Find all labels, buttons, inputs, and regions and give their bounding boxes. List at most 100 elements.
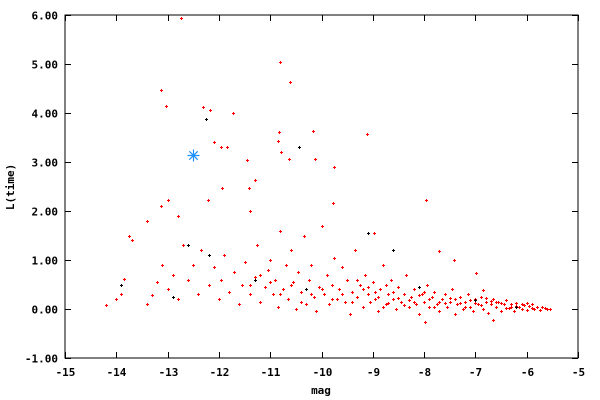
scatter-point-series-0 [382, 264, 385, 267]
scatter-point-series-0 [438, 310, 441, 313]
scatter-point-series-0 [285, 264, 288, 267]
scatter-point-series-0 [467, 293, 470, 296]
scatter-point-series-0 [318, 286, 321, 289]
scatter-point-series-0 [333, 257, 336, 260]
scatter-point-series-0 [197, 293, 200, 296]
scatter-point-series-0 [223, 254, 226, 257]
scatter-point-series-0 [433, 306, 436, 309]
scatter-point-series-0 [475, 272, 478, 275]
scatter-point-series-0 [315, 310, 318, 313]
scatter-point-series-0 [167, 199, 170, 202]
scatter-point-series-0 [397, 286, 400, 289]
scatter-point-series-0 [282, 288, 285, 291]
ticks [65, 15, 579, 359]
y-tick-label: 4.00 [32, 108, 59, 121]
scatter-point-series-0 [287, 298, 290, 301]
data-points [105, 17, 552, 324]
scatter-point-series-0 [280, 151, 283, 154]
x-tick-label: -9 [367, 366, 380, 379]
scatter-point-series-0 [180, 17, 183, 20]
scatter-point-series-0 [449, 301, 452, 304]
scatter-point-series-0 [292, 281, 295, 284]
scatter-point-series-0 [359, 284, 362, 287]
scatter-point-series-1 [474, 299, 477, 302]
scatter-point-series-0 [277, 306, 280, 309]
scatter-point-series-0 [269, 281, 272, 284]
scatter-point-series-0 [490, 303, 493, 306]
scatter-point-series-0 [431, 296, 434, 299]
scatter-point-series-1 [418, 286, 421, 289]
scatter-point-series-0 [500, 310, 503, 313]
scatter-point-series-0 [297, 271, 300, 274]
scatter-point-series-0 [454, 313, 457, 316]
scatter-point-series-0 [295, 308, 298, 311]
scatter-point-series-0 [278, 131, 281, 134]
scatter-point-series-0 [120, 293, 123, 296]
scatter-point-series-0 [351, 291, 354, 294]
scatter-point-series-0 [356, 296, 359, 299]
scatter-point-series-0 [428, 298, 431, 301]
scatter-point-series-0 [408, 306, 411, 309]
scatter-point-series-0 [372, 281, 375, 284]
scatter-point-series-0 [382, 306, 385, 309]
scatter-point-series-0 [523, 304, 526, 307]
scatter-point-series-0 [254, 276, 257, 279]
scatter-point-series-0 [495, 301, 498, 304]
x-tick-label: -5 [572, 366, 585, 379]
scatter-point-series-0 [379, 288, 382, 291]
scatter-point-series-0 [267, 269, 270, 272]
scatter-point-series-0 [492, 298, 495, 301]
scatter-point-series-0 [480, 304, 483, 307]
scatter-point-series-0 [480, 296, 483, 299]
scatter-point-series-0 [367, 293, 370, 296]
star-point [187, 149, 200, 162]
scatter-point-series-0 [413, 301, 416, 304]
scatter-point-series-0 [436, 303, 439, 306]
scatter-point-series-0 [418, 294, 421, 297]
scatter-point-series-0 [446, 306, 449, 309]
scatter-point-series-0 [400, 301, 403, 304]
scatter-point-series-0 [395, 308, 398, 311]
scatter-point-series-0 [332, 202, 335, 205]
scatter-point-series-0 [123, 278, 126, 281]
scatter-point-series-0 [482, 289, 485, 292]
scatter-point-series-0 [362, 288, 365, 291]
scatter-point-series-1 [208, 254, 211, 257]
scatter-point-series-0 [526, 309, 529, 312]
y-tick-labels: -1.00 0.00 1.00 2.00 3.00 4.00 5.00 6.00 [25, 10, 58, 366]
scatter-point-series-0 [279, 230, 282, 233]
y-tick-label: 3.00 [32, 157, 59, 170]
scatter-point-series-0 [209, 109, 212, 112]
scatter-point-series-0 [482, 308, 485, 311]
scatter-point-series-0 [541, 306, 544, 309]
scatter-point-series-0 [269, 259, 272, 262]
scatter-point-series-0 [300, 301, 303, 304]
scatter-point-series-0 [226, 146, 229, 149]
scatter-point-series-0 [279, 61, 282, 64]
scatter-point-series-0 [377, 296, 380, 299]
scatter-point-series-0 [392, 291, 395, 294]
scatter-point-series-0 [423, 301, 426, 304]
scatter-point-series-0 [403, 293, 406, 296]
scatter-point-series-0 [349, 313, 352, 316]
scatter-point-series-0 [500, 302, 503, 305]
scatter-point-series-0 [521, 303, 524, 306]
scatter-point-series-0 [374, 291, 377, 294]
scatter-point-series-0 [421, 293, 424, 296]
scatter-point-series-0 [546, 308, 549, 311]
plot-frame [64, 14, 579, 359]
scatter-point-series-0 [249, 293, 252, 296]
x-tick-label: -14 [107, 366, 127, 379]
scatter-point-series-0 [277, 140, 280, 143]
scatter-point-series-0 [462, 308, 465, 311]
scatter-point-series-0 [505, 299, 508, 302]
x-tick-label: -6 [521, 366, 535, 379]
scatter-point-series-0 [521, 308, 524, 311]
scatter-point-series-1 [298, 146, 301, 149]
scatter-point-series-0 [321, 288, 324, 291]
scatter-point-series-0 [472, 310, 475, 313]
scatter-point-series-0 [433, 291, 436, 294]
scatter-point-series-0 [485, 301, 488, 304]
scatter-point-series-0 [336, 298, 339, 301]
scatter-point-series-0 [403, 304, 406, 307]
